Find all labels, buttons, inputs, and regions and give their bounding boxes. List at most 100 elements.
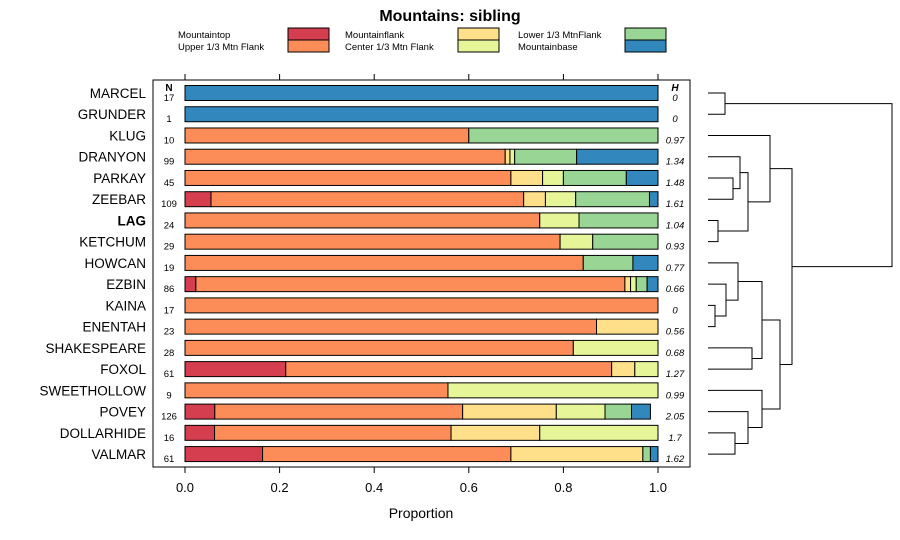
bar-segment (184, 276, 197, 293)
bar-segment (184, 212, 541, 229)
bar-segment (184, 403, 216, 420)
bar-segment (646, 276, 659, 293)
n-value: 61 (164, 369, 175, 380)
bar-segment (462, 403, 557, 420)
h-value: 1.62 (666, 454, 685, 465)
legend-label: Mountainflank (345, 30, 404, 41)
legend-label: Mountainbase (518, 42, 578, 53)
bar-segment (262, 446, 512, 463)
row-label: FOXOL (100, 362, 146, 377)
bar-segment (184, 446, 264, 463)
h-value: 0.93 (666, 242, 685, 253)
bar-segment (642, 446, 651, 463)
bar-segment (539, 212, 580, 229)
bar-segment (184, 339, 574, 356)
row-label: MARCEL (90, 86, 147, 101)
x-axis-label: Proportion (389, 505, 454, 521)
n-value: 10 (164, 135, 175, 146)
bar-segment (510, 169, 544, 186)
bar-segment (572, 339, 659, 356)
dendrogram-link (708, 156, 741, 190)
legend-label: Mountaintop (178, 30, 230, 41)
row-label: DOLLARHIDE (60, 426, 146, 441)
dendrogram (708, 92, 893, 455)
bar-segment (214, 424, 452, 441)
bar-segment (468, 127, 659, 144)
bar-segment (596, 318, 659, 335)
bar-segment (184, 127, 470, 144)
n-value: 99 (164, 157, 175, 168)
row-label: KLUG (109, 128, 146, 143)
row-label: GRUNDER (78, 107, 147, 122)
bar-segment (184, 85, 659, 101)
row-label: KAINA (105, 298, 146, 313)
n-value: 45 (164, 178, 175, 189)
n-value: 23 (164, 327, 175, 338)
bar-segment (542, 169, 564, 186)
bar-segment (555, 403, 606, 420)
bar-segment (184, 382, 449, 399)
legend-label: Center 1/3 Mtn Flank (345, 42, 434, 53)
x-tick-label: 0.2 (271, 480, 289, 495)
dendrogram-link (708, 177, 734, 200)
bar-segment (578, 212, 659, 229)
n-value: 61 (164, 454, 175, 465)
row-label: SWEETHOLLOW (39, 383, 146, 398)
bar-segment (544, 191, 577, 208)
row-label: KETCHUM (79, 235, 146, 250)
dendrogram-link (708, 283, 727, 317)
n-values: 17 1 10 99 45 109 24 29 19 86 17 23 28 61 9 126 16 61 (161, 93, 177, 465)
dendrogram-link (708, 304, 716, 328)
dendrogram-link (708, 389, 763, 429)
bar-segment (184, 424, 216, 441)
legend-swatch (287, 27, 330, 41)
n-value: 16 (164, 433, 175, 444)
h-value: 1.48 (666, 178, 685, 189)
h-value: 0.97 (666, 135, 685, 146)
bar-segment (539, 424, 659, 441)
h-value: 0.68 (666, 348, 685, 359)
bar-segment (575, 191, 650, 208)
dendrogram-link (708, 411, 749, 444)
bar-segment (592, 233, 659, 250)
row-label: ENENTAH (82, 320, 146, 335)
row-label: VALMAR (91, 447, 146, 462)
bar-segment (604, 403, 633, 420)
bar-segment (611, 361, 636, 378)
bar-segment (624, 276, 632, 293)
bar-segment (450, 424, 541, 441)
legend-swatch (457, 27, 500, 41)
bar-segment (447, 382, 659, 399)
dendrogram-link (762, 319, 781, 410)
bar-segment (576, 148, 659, 165)
bar-segment (184, 361, 287, 378)
bar-segment (184, 233, 561, 250)
h-header: H (671, 83, 679, 94)
bar-segment (184, 297, 659, 314)
x-tick-label: 0.6 (460, 480, 478, 495)
bar-segment (523, 191, 546, 208)
bar-segment (632, 254, 659, 271)
dendrogram-link (708, 262, 739, 301)
n-value: 17 (164, 305, 175, 316)
h-values: 0 0 0.97 1.34 1.48 1.61 1.04 0.93 0.77 0.66 0 0.56 0… (665, 93, 685, 465)
bar-segment (504, 148, 511, 165)
n-header: N (165, 83, 172, 94)
row-label: LAG (118, 213, 147, 228)
legend-swatch (287, 39, 330, 53)
legend-swatch (457, 39, 500, 53)
h-value: 0 (672, 305, 678, 316)
h-value: 0 (672, 114, 678, 125)
row-label: EZBIN (106, 277, 146, 292)
h-value: 1.61 (666, 199, 685, 210)
h-value: 0.77 (666, 263, 685, 274)
dendrogram-link (708, 134, 771, 203)
row-label: HOWCAN (85, 256, 147, 271)
n-value: 24 (164, 220, 175, 231)
chart-title: Mountains: sibling (379, 8, 520, 25)
legend-label: Lower 1/3 MtnFlank (518, 30, 602, 41)
bar-segment (184, 254, 584, 271)
n-value: 29 (164, 242, 175, 253)
